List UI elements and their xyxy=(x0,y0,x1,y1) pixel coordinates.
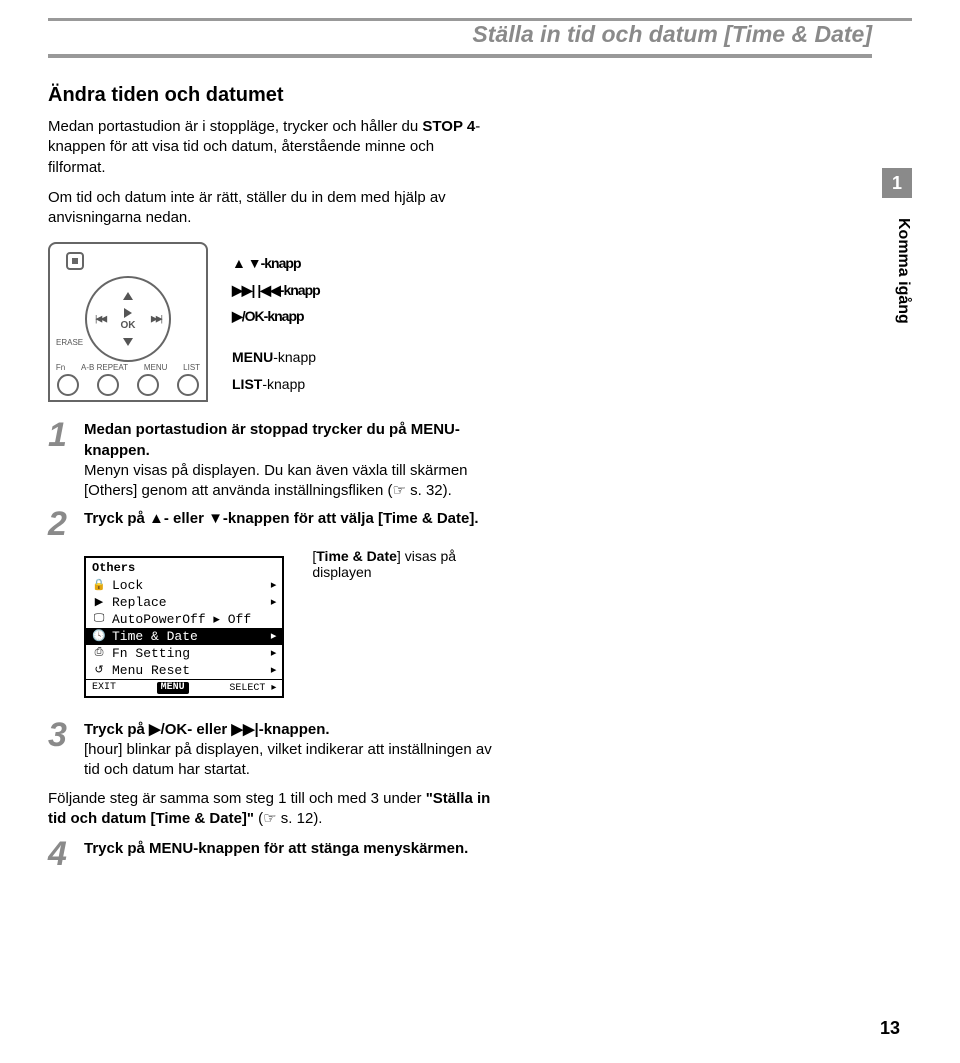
chapter-tab: 1 xyxy=(882,168,912,198)
lcd-menu: MENU xyxy=(157,682,189,694)
step-number: 4 xyxy=(48,839,74,870)
lcd-select: SELECT ▸ xyxy=(229,682,276,694)
step-3: 3 Tryck på ▶/OK- eller ▶▶|-knappen. [hou… xyxy=(48,720,492,781)
round-button-icon xyxy=(177,374,199,396)
button-legend: ▲ ▼-knapp ▶▶| |◀◀-knapp ▶/OK-knapp MENU-… xyxy=(232,242,320,397)
btn-label-fn: Fn xyxy=(56,363,65,372)
list-knapp-suffix: -knapp xyxy=(262,376,305,392)
lcd-title: Others xyxy=(86,558,282,577)
round-button-icon xyxy=(137,374,159,396)
lcd-row: 🕓Time & Date▸ xyxy=(86,628,282,645)
lcd-row: ↺Menu Reset▸ xyxy=(86,662,282,679)
btn-label-menu: MENU xyxy=(144,363,168,372)
step-1: 1 Medan portastudion är stoppad trycker … xyxy=(48,420,492,501)
lcd-screenshot: Others 🔒Lock▸▶Replace▸🖵AutoPowerOff ▸ Of… xyxy=(84,556,284,698)
lcd-exit: EXIT xyxy=(92,682,116,694)
intro-p1b: STOP 4 xyxy=(422,118,475,135)
list-knapp-bold: LIST xyxy=(232,376,262,392)
step-number: 3 xyxy=(48,720,74,781)
intro-p2: Om tid och datum inte är rätt, ställer d… xyxy=(48,188,492,229)
lcd-caption: [Time & Date] visas på displayen xyxy=(312,548,492,580)
mid-note: Följande steg är samma som steg 1 till o… xyxy=(48,789,492,830)
updown-knapp: ▲ ▼-knapp xyxy=(232,255,301,271)
playok-knapp: ▶/OK-knapp xyxy=(232,308,304,324)
step-3-lead: Tryck på ▶/OK- eller ▶▶|-knappen. xyxy=(84,720,492,740)
step-4-lead: Tryck på MENU-knappen för att stänga men… xyxy=(84,839,492,859)
step-1-lead: Medan portastudion är stoppad trycker du… xyxy=(84,420,492,461)
step-1-body: Menyn visas på displayen. Du kan även vä… xyxy=(84,461,492,502)
lcd-row: 🔒Lock▸ xyxy=(86,577,282,594)
menu-knapp-suffix: -knapp xyxy=(273,349,316,365)
dpad-icon: |◀◀ ▶▶| OK xyxy=(85,276,171,362)
round-button-icon xyxy=(97,374,119,396)
ok-label: OK xyxy=(121,320,136,331)
erase-label: ERASE xyxy=(56,338,83,347)
step-2: 2 Tryck på ▲- eller ▼-knappen för att vä… xyxy=(48,509,492,540)
btn-label-list: LIST xyxy=(183,363,200,372)
stop-icon xyxy=(66,252,84,270)
step-number: 1 xyxy=(48,420,74,501)
btn-label-ab: A-B REPEAT xyxy=(81,363,128,372)
section-label: Komma igång xyxy=(894,218,912,324)
lcd-row: ⎙Fn Setting▸ xyxy=(86,645,282,662)
lcd-row: 🖵AutoPowerOff ▸ Off xyxy=(86,611,282,628)
step-number: 2 xyxy=(48,509,74,540)
page-title: Ställa in tid och datum [Time & Date] xyxy=(0,21,960,48)
step-4: 4 Tryck på MENU-knappen för att stänga m… xyxy=(48,839,492,870)
intro-p1a: Medan portastudion är i stoppläge, tryck… xyxy=(48,118,422,135)
menu-knapp-bold: MENU xyxy=(232,349,273,365)
step-2-lead: Tryck på ▲- eller ▼-knappen för att välj… xyxy=(84,509,492,529)
round-button-icon xyxy=(57,374,79,396)
step-3-body: [hour] blinkar på displayen, vilket indi… xyxy=(84,740,492,781)
intro-p1: Medan portastudion är i stoppläge, tryck… xyxy=(48,117,492,178)
lcd-row: ▶Replace▸ xyxy=(86,594,282,611)
device-diagram: |◀◀ ▶▶| OK ERASE Fn A-B REPEAT MENU LIST xyxy=(48,242,208,402)
page-number: 13 xyxy=(880,1018,900,1039)
skip-knapp: ▶▶| |◀◀-knapp xyxy=(232,282,320,298)
section-heading: Ändra tiden och datumet xyxy=(48,84,492,107)
